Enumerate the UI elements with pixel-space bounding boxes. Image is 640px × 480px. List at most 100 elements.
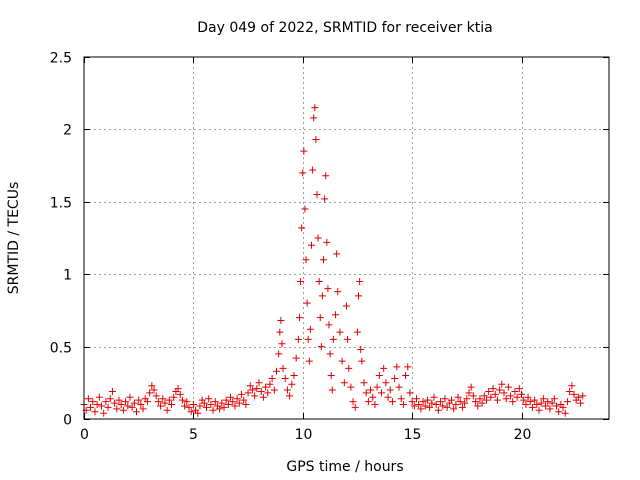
data-point	[419, 398, 427, 406]
data-point	[371, 401, 379, 409]
data-point	[463, 395, 471, 403]
data-point	[526, 398, 534, 406]
data-point	[384, 393, 392, 401]
data-point	[148, 382, 156, 390]
data-point	[218, 399, 226, 407]
data-point	[382, 379, 390, 387]
data-point	[294, 335, 302, 343]
y-tick-label: 1	[63, 268, 72, 284]
data-point	[487, 393, 495, 401]
axis-ticks	[84, 57, 609, 420]
data-point	[326, 350, 334, 358]
data-point	[443, 403, 451, 411]
data-point	[574, 393, 582, 401]
data-point	[143, 398, 151, 406]
data-point	[421, 402, 429, 410]
data-point	[448, 396, 455, 404]
data-point	[500, 389, 508, 397]
data-point	[317, 343, 325, 351]
data-point	[509, 398, 517, 406]
data-point	[356, 277, 364, 285]
data-point	[84, 395, 92, 403]
data-point	[524, 393, 532, 401]
data-point	[257, 387, 265, 395]
data-point	[413, 395, 420, 403]
x-tick-label: 10	[295, 427, 313, 443]
data-point	[380, 364, 388, 372]
data-point	[108, 387, 116, 395]
data-point	[187, 408, 195, 416]
data-point	[452, 401, 460, 409]
data-point	[264, 389, 272, 397]
data-point	[122, 398, 130, 406]
data-point	[355, 292, 363, 300]
data-point	[135, 396, 143, 404]
data-point	[262, 383, 270, 391]
data-point	[100, 409, 108, 417]
data-point	[102, 398, 110, 406]
data-point	[181, 402, 189, 410]
data-point	[329, 335, 337, 343]
data-point	[98, 402, 105, 410]
data-point	[544, 398, 552, 406]
data-point	[253, 385, 261, 393]
data-point	[577, 399, 585, 407]
chart-title: Day 049 of 2022, SRMTID for receiver kti…	[197, 20, 492, 36]
data-point	[309, 166, 317, 174]
data-point	[126, 393, 134, 401]
data-point	[165, 396, 173, 404]
data-point	[373, 383, 381, 391]
data-point	[441, 395, 449, 403]
data-point	[227, 393, 235, 401]
data-point	[349, 398, 357, 406]
data-point	[303, 299, 311, 307]
data-point	[570, 390, 578, 398]
data-point	[476, 395, 484, 403]
data-point	[502, 395, 510, 403]
data-point	[393, 363, 401, 371]
y-tick-label: 2.5	[50, 51, 72, 67]
data-point	[408, 398, 416, 406]
data-point	[235, 399, 243, 407]
data-point	[515, 385, 523, 393]
data-point	[231, 402, 239, 410]
data-point	[117, 401, 125, 409]
data-point	[299, 169, 307, 177]
data-point	[178, 396, 186, 404]
data-point	[397, 395, 405, 403]
data-point	[95, 393, 103, 401]
data-point	[391, 374, 399, 382]
data-point	[344, 335, 352, 343]
data-point	[315, 277, 323, 285]
data-point	[375, 372, 383, 380]
y-tick-label: 2	[63, 123, 72, 139]
y-tick-label: 1.5	[50, 196, 72, 212]
data-point	[304, 335, 312, 343]
data-point	[306, 325, 314, 333]
y-tick-label: 0	[63, 413, 72, 429]
data-point	[518, 390, 525, 398]
data-point	[240, 396, 248, 404]
grid-layer	[84, 57, 609, 419]
data-point	[469, 392, 477, 400]
data-point	[286, 392, 294, 400]
data-point	[493, 396, 501, 404]
data-point	[233, 395, 241, 403]
x-tick-label: 0	[80, 427, 89, 443]
data-point	[313, 191, 321, 199]
data-point	[150, 386, 158, 394]
data-point	[406, 389, 414, 397]
data-point	[216, 405, 224, 413]
data-point	[194, 409, 202, 417]
data-point	[111, 399, 119, 407]
data-point	[242, 401, 250, 409]
data-point	[273, 367, 280, 375]
data-point	[301, 205, 309, 213]
data-points	[80, 104, 587, 417]
data-point	[360, 379, 368, 387]
plot-frame	[83, 56, 610, 420]
data-point	[244, 389, 252, 397]
data-point	[430, 393, 438, 401]
data-point	[176, 390, 184, 398]
